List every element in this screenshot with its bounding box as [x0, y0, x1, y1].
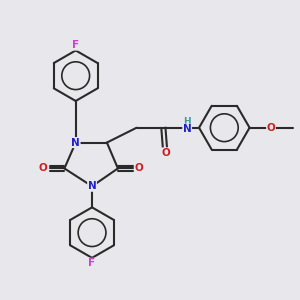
Text: O: O — [135, 164, 144, 173]
Text: N: N — [71, 138, 80, 148]
Text: N: N — [88, 181, 96, 191]
Text: O: O — [162, 148, 171, 158]
Text: H: H — [183, 117, 191, 126]
Text: F: F — [72, 40, 79, 50]
Text: O: O — [39, 164, 47, 173]
Text: N: N — [183, 124, 191, 134]
Text: O: O — [267, 123, 275, 133]
Text: F: F — [88, 258, 96, 268]
